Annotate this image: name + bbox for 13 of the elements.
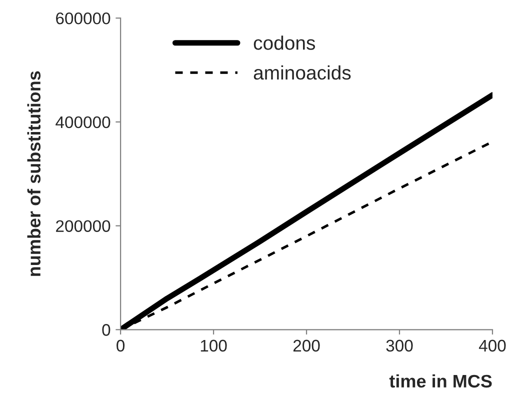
x-tick-label: 0: [116, 340, 125, 352]
y-tick-label: 0: [102, 324, 110, 336]
legend-label: codons: [254, 36, 316, 50]
x-tick-label: 100: [200, 340, 227, 352]
y-tick-label: 400000: [56, 116, 110, 128]
x-axis-title: time in MCS: [389, 374, 492, 388]
y-axis-title: number of substitutions: [27, 71, 41, 276]
y-tick-label: 200000: [56, 220, 110, 232]
x-tick-label: 300: [386, 340, 413, 352]
x-tick-label: 200: [293, 340, 320, 352]
x-tick-label: 400: [478, 340, 506, 352]
y-tick-label: 600000: [56, 12, 110, 24]
legend-label: aminoacids: [254, 65, 351, 80]
